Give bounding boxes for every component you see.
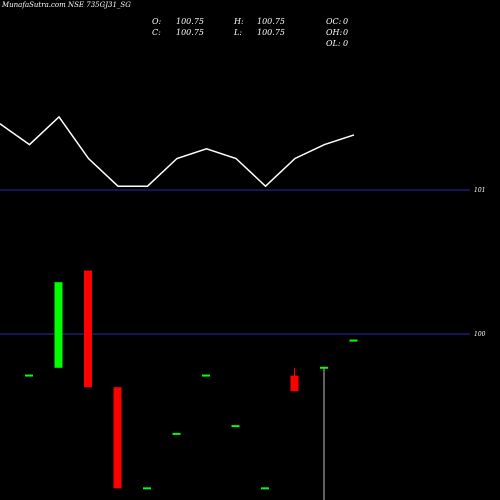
open-value: 100.75 bbox=[176, 17, 204, 26]
candle-body bbox=[54, 282, 63, 368]
candle-body bbox=[290, 375, 299, 392]
price-line-series bbox=[0, 115, 355, 188]
candle-body bbox=[231, 425, 240, 428]
candle-body bbox=[113, 387, 122, 489]
close-value: 100.75 bbox=[176, 28, 204, 37]
chart-title: MunafaSutra.com NSE 735GJ31_SG bbox=[1, 1, 131, 9]
candle-body bbox=[84, 270, 92, 388]
oc-value: 0 bbox=[343, 17, 348, 26]
ohlc-readout: O: 100.75 C: 100.75 H: 100.75 L: 100.75 … bbox=[152, 17, 348, 48]
candle-body bbox=[320, 366, 328, 369]
candle-body bbox=[25, 374, 33, 377]
candles-group bbox=[25, 270, 358, 500]
low-value: 100.75 bbox=[257, 28, 285, 37]
reference-label-lower: 100 bbox=[474, 331, 486, 338]
candle-panel: 100 bbox=[0, 270, 486, 500]
oh-value: 0 bbox=[343, 28, 348, 37]
low-label: L: bbox=[233, 28, 242, 37]
open-label: O: bbox=[152, 17, 162, 26]
candle-body bbox=[261, 487, 269, 490]
ol-label: OL: bbox=[326, 39, 341, 48]
oc-label: OC: bbox=[326, 17, 342, 26]
candle-body bbox=[172, 432, 181, 435]
close-label: C: bbox=[152, 28, 161, 37]
reference-label-upper: 101 bbox=[474, 187, 485, 194]
oh-label: OH: bbox=[326, 28, 343, 37]
ol-value: 0 bbox=[343, 39, 348, 48]
high-label: H: bbox=[233, 17, 244, 26]
candle-body bbox=[202, 374, 210, 377]
high-value: 100.75 bbox=[257, 17, 285, 26]
candle-body bbox=[143, 487, 151, 490]
line-panel: 101 bbox=[0, 115, 485, 194]
candle-body bbox=[349, 339, 358, 342]
